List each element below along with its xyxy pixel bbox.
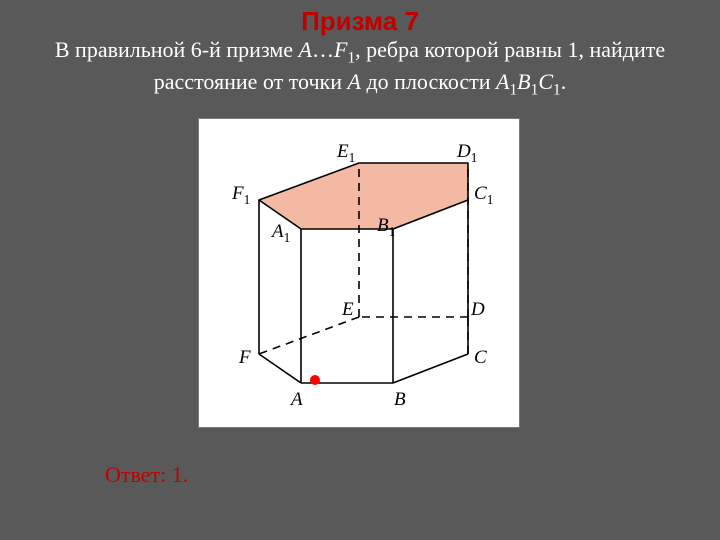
vertex-label-D1: D1 (457, 141, 477, 166)
vertex-label-C: C (474, 347, 487, 369)
title-text: Призма 7 (301, 6, 419, 36)
problem-text: В правильной 6-й призме A…F1, ребра кото… (20, 36, 700, 99)
vertex-label-B1: B1 (377, 215, 395, 240)
vertex-label-D: D (471, 299, 485, 321)
vertex-label-E: E (342, 299, 354, 321)
vertex-label-A: A (291, 389, 303, 411)
t1: В правильной 6-й призме (55, 37, 299, 62)
t6: . (561, 69, 567, 94)
s3: 1 (553, 81, 561, 98)
tA2: A (348, 69, 361, 94)
slide: Призма 7 В правильной 6-й призме A…F1, р… (0, 0, 720, 540)
t2: … (312, 37, 334, 62)
prism-figure: A B C D E F A1 B1 C1 D1 E1 F1 (198, 118, 520, 428)
answer-value: 1. (166, 462, 188, 487)
answer-label: Ответ: (105, 462, 166, 487)
sub1: 1 (347, 49, 355, 66)
slide-title: Призма 7 (0, 6, 720, 37)
t3: , ребра которой равны 1, найдите (355, 37, 665, 62)
t4: расстояние от точки (154, 69, 348, 94)
vertex-label-E1: E1 (337, 141, 355, 166)
vertex-label-C1: C1 (474, 183, 493, 208)
tF: F (334, 37, 347, 62)
tA: A (299, 37, 312, 62)
vertex-label-A1: A1 (272, 221, 290, 246)
vertex-label-F1: F1 (232, 183, 250, 208)
vertex-label-B: B (394, 389, 406, 411)
pC: C (538, 69, 553, 94)
t5: до плоскости (361, 69, 496, 94)
pA: A (496, 69, 509, 94)
answer: Ответ: 1. (105, 462, 188, 488)
pB: B (517, 69, 530, 94)
vertex-label-F: F (239, 347, 251, 369)
